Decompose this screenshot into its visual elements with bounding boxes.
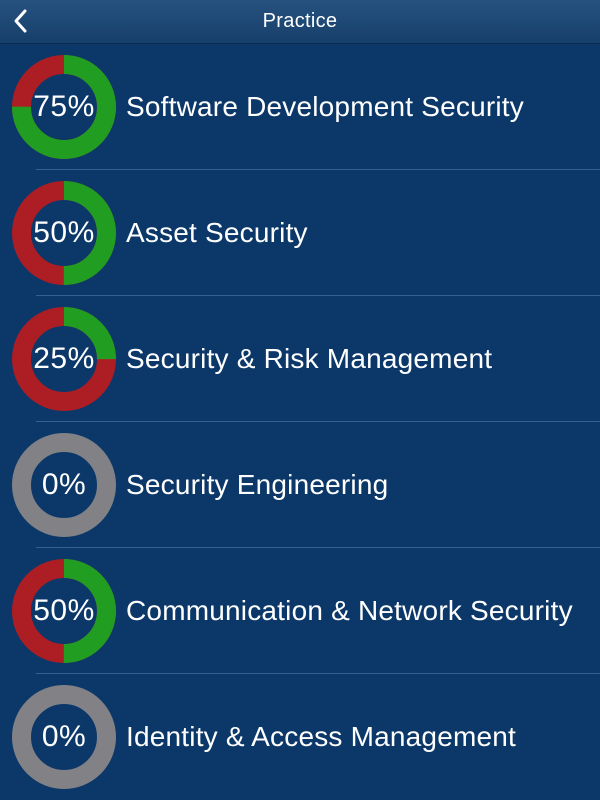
category-row[interactable]: 0% Security Engineering [0, 422, 600, 548]
percent-label: 50% [33, 216, 95, 249]
category-row[interactable]: 75% Software Development Security [0, 44, 600, 170]
page-title: Practice [262, 10, 338, 32]
navigation-bar: Practice [0, 0, 600, 44]
progress-ring-chart [12, 559, 116, 663]
progress-ring: 50% [12, 181, 116, 285]
progress-ring: 0% [12, 433, 116, 537]
category-title: Asset Security [126, 217, 308, 248]
percent-label: 0% [41, 468, 87, 501]
chevron-left-icon [12, 8, 28, 37]
category-row[interactable]: 50% Communication & Network Security [0, 548, 600, 674]
percent-label: 50% [33, 594, 95, 627]
category-title: Security Engineering [126, 469, 389, 500]
back-button[interactable] [8, 0, 48, 44]
category-row[interactable]: 50% Asset Security [0, 170, 600, 296]
ring-progress-arc [12, 181, 116, 285]
category-title: Identity & Access Management [126, 721, 517, 752]
ring-progress-arc [12, 55, 116, 159]
percent-label: 75% [33, 90, 95, 123]
ring-remainder-arc [12, 685, 116, 789]
category-title: Communication & Network Security [126, 595, 573, 626]
progress-ring: 50% [12, 559, 116, 663]
progress-ring: 25% [12, 307, 116, 411]
progress-ring: 0% [12, 685, 116, 789]
ring-progress-arc [12, 559, 116, 663]
progress-ring: 75% [12, 55, 116, 159]
progress-ring-chart [12, 55, 116, 159]
progress-ring-chart [12, 181, 116, 285]
ring-progress-arc [12, 307, 116, 411]
percent-label: 0% [41, 720, 87, 753]
category-row[interactable]: 25% Security & Risk Management [0, 296, 600, 422]
category-title: Security & Risk Management [126, 343, 493, 374]
category-row[interactable]: 0% Identity & Access Management [0, 674, 600, 800]
progress-ring-chart [12, 433, 116, 537]
category-list: 75% Software Development Security 50% As… [0, 44, 600, 800]
progress-ring-chart [12, 307, 116, 411]
category-title: Software Development Security [126, 91, 524, 122]
progress-ring-chart [12, 685, 116, 789]
percent-label: 25% [33, 342, 95, 375]
ring-remainder-arc [12, 433, 116, 537]
